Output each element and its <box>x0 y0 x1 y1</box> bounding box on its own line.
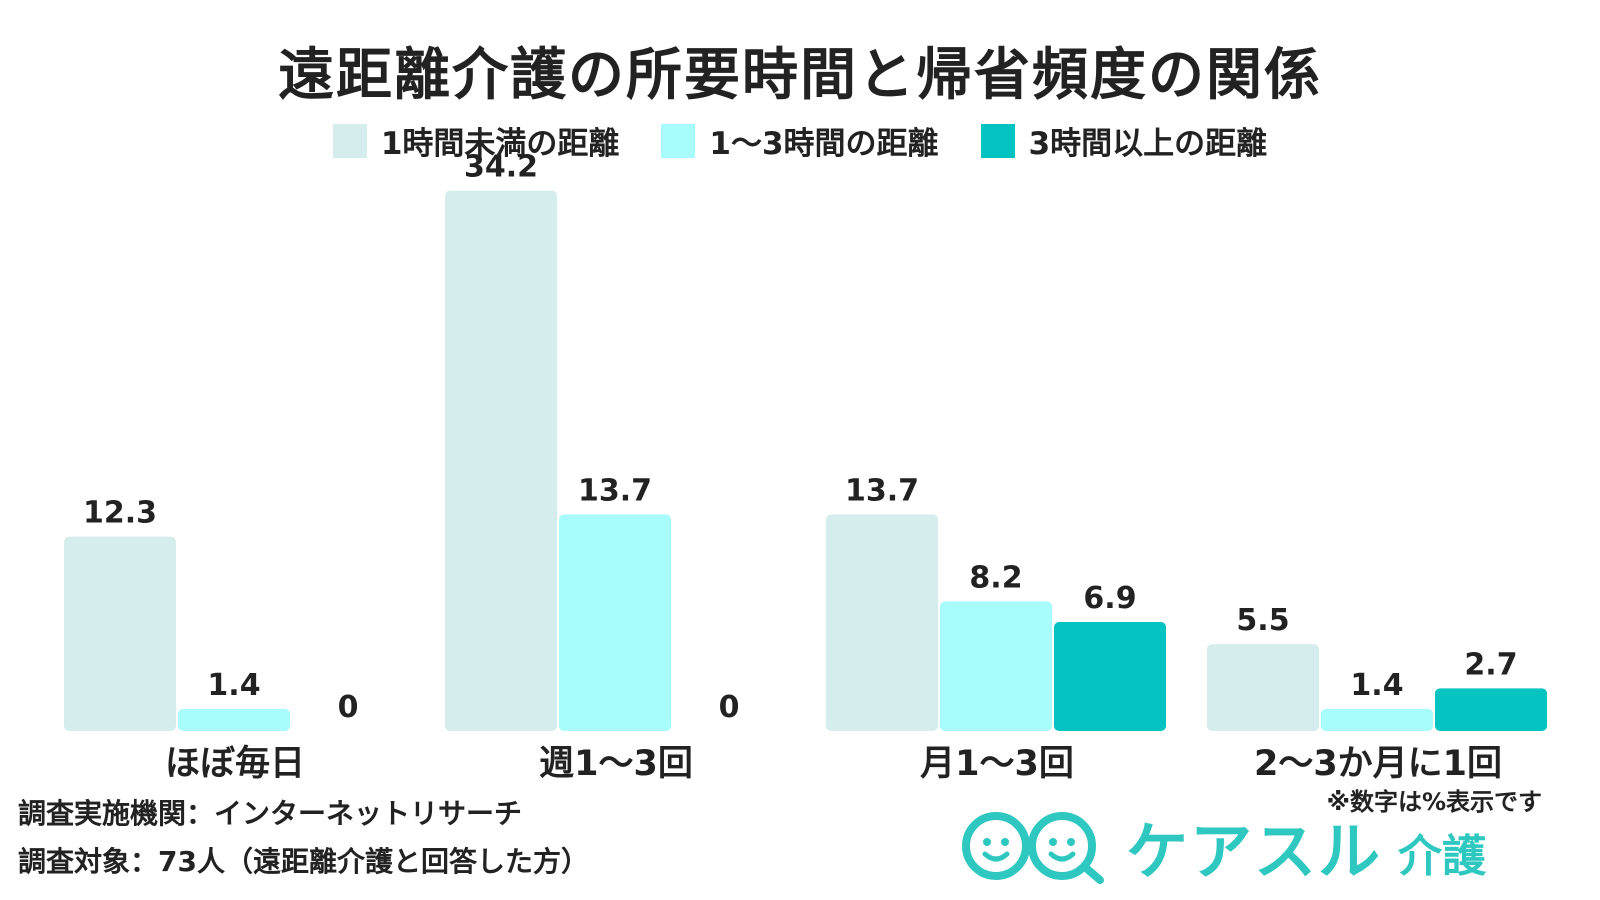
unit-note: ※数字は%表示です <box>1326 788 1542 816</box>
chart-title: 遠距離介護の所要時間と帰省頻度の関係 <box>278 43 1322 108</box>
category-label: ほぼ毎日 <box>165 744 305 784</box>
data-label: 5.5 <box>1236 603 1289 638</box>
legend-label: 1〜3時間の距離 <box>709 126 939 162</box>
legend-swatch <box>332 123 367 158</box>
legend-swatch <box>661 123 696 158</box>
bar <box>1435 688 1547 731</box>
legend-label: 1時間未満の距離 <box>380 126 620 162</box>
legend-item-1-3h: 1〜3時間の距離 <box>661 118 939 163</box>
bar <box>1054 621 1166 731</box>
data-label: 8.2 <box>969 560 1022 595</box>
legend-item-under-1h: 1時間未満の距離 <box>332 118 620 163</box>
bar <box>826 514 938 731</box>
data-label: 0 <box>719 690 740 725</box>
data-label: 1.4 <box>1350 668 1403 703</box>
category-label: 週1〜3回 <box>539 744 693 784</box>
bar <box>940 601 1052 731</box>
survey-institution: 調査実施機関：インターネットリサーチ <box>18 797 523 830</box>
logo-text: ケアスル <box>1126 815 1383 888</box>
category-label: 2〜3か月に1回 <box>1254 744 1502 784</box>
bar <box>64 536 176 731</box>
bar <box>1207 644 1319 731</box>
legend-swatch <box>980 123 1015 158</box>
data-label: 2.7 <box>1464 647 1517 682</box>
data-label: 13.7 <box>578 474 652 509</box>
legend-label: 3時間以上の距離 <box>1028 126 1268 162</box>
bar <box>559 514 671 731</box>
survey-target: 調査対象：73人（遠距離介護と回答した方） <box>18 845 589 878</box>
bar <box>445 190 557 731</box>
bar <box>178 708 290 731</box>
brand-logo: ケアスル 介護 <box>958 806 1578 888</box>
data-label: 13.7 <box>845 474 919 509</box>
bar <box>1321 708 1433 731</box>
data-label: 1.4 <box>207 668 260 703</box>
data-label: 12.3 <box>83 496 157 531</box>
logo-suffix: 介護 <box>1398 831 1487 882</box>
smile-faces-icon <box>962 812 1104 884</box>
data-label: 6.9 <box>1083 581 1136 616</box>
legend-item-over-3h: 3時間以上の距離 <box>980 118 1268 163</box>
data-label: 0 <box>338 690 359 725</box>
legend: 1時間未満の距離 1〜3時間の距離 3時間以上の距離 <box>0 118 1600 163</box>
category-label: 月1〜3回 <box>920 744 1074 784</box>
data-label: 34.2 <box>464 150 538 185</box>
